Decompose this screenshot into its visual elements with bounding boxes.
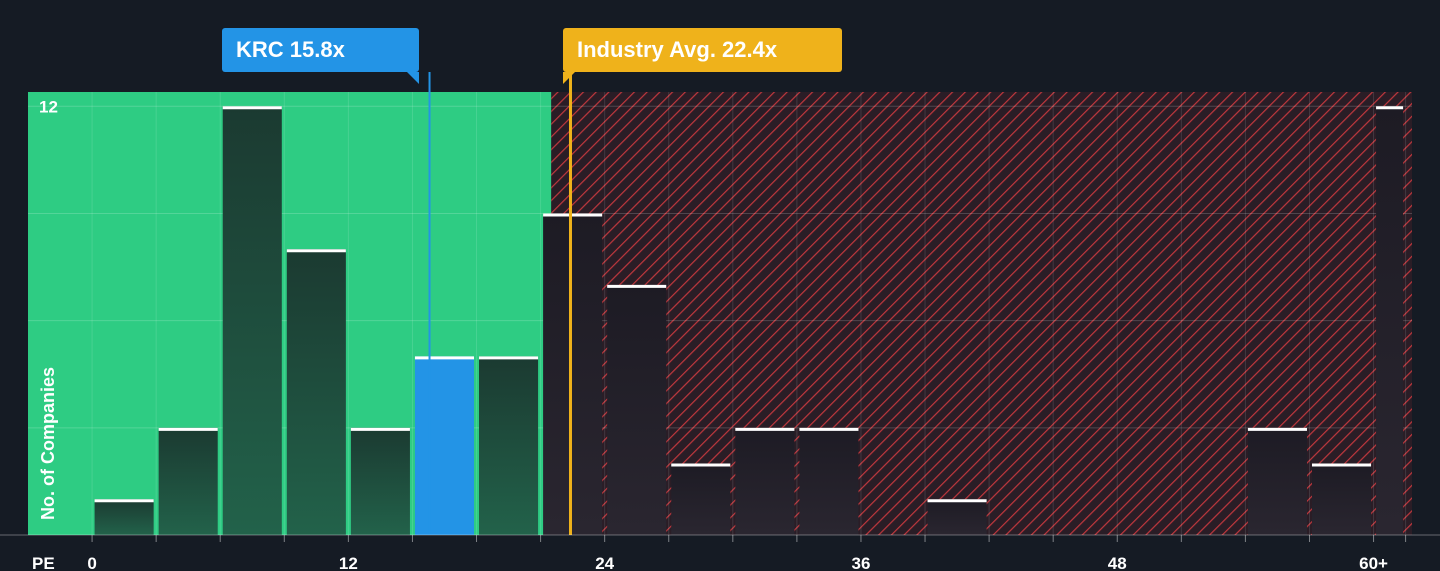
company-pe-label: KRC 15.8x — [236, 37, 345, 62]
x-axis-title: PE — [32, 554, 55, 571]
histogram-bar — [158, 427, 218, 535]
histogram-bar — [607, 284, 667, 535]
x-tick-label: 0 — [87, 554, 96, 571]
histogram-bar — [350, 427, 410, 535]
histogram-bar — [799, 427, 859, 535]
histogram-bar — [1311, 463, 1372, 535]
histogram-bar — [735, 427, 795, 535]
industry-avg-label: Industry Avg. 22.4x — [577, 37, 778, 62]
histogram-bar — [222, 106, 282, 536]
histogram-bar — [671, 463, 731, 535]
histogram-bar — [543, 213, 603, 535]
y-axis-title: No. of Companies — [38, 367, 58, 520]
industry-avg-callout: Industry Avg. 22.4x — [563, 28, 842, 84]
x-tick-label: 48 — [1108, 554, 1127, 571]
histogram-bar — [94, 499, 154, 535]
y-tick-label: 12 — [39, 97, 58, 116]
histogram-bar — [1247, 427, 1307, 535]
histogram-bar-highlight — [414, 356, 475, 535]
x-tick-label: 12 — [339, 554, 358, 571]
x-tick-label: 36 — [852, 554, 871, 571]
industry-callout-pointer — [563, 72, 575, 84]
histogram-bar — [927, 499, 987, 535]
x-tick-label: 60+ — [1359, 554, 1388, 571]
histogram-bar — [1376, 106, 1404, 536]
company-pe-callout: KRC 15.8x — [222, 28, 419, 84]
x-tick-label: 24 — [595, 554, 614, 571]
histogram-bar — [286, 249, 346, 535]
company-callout-pointer — [407, 72, 419, 84]
histogram-bar — [479, 356, 539, 535]
